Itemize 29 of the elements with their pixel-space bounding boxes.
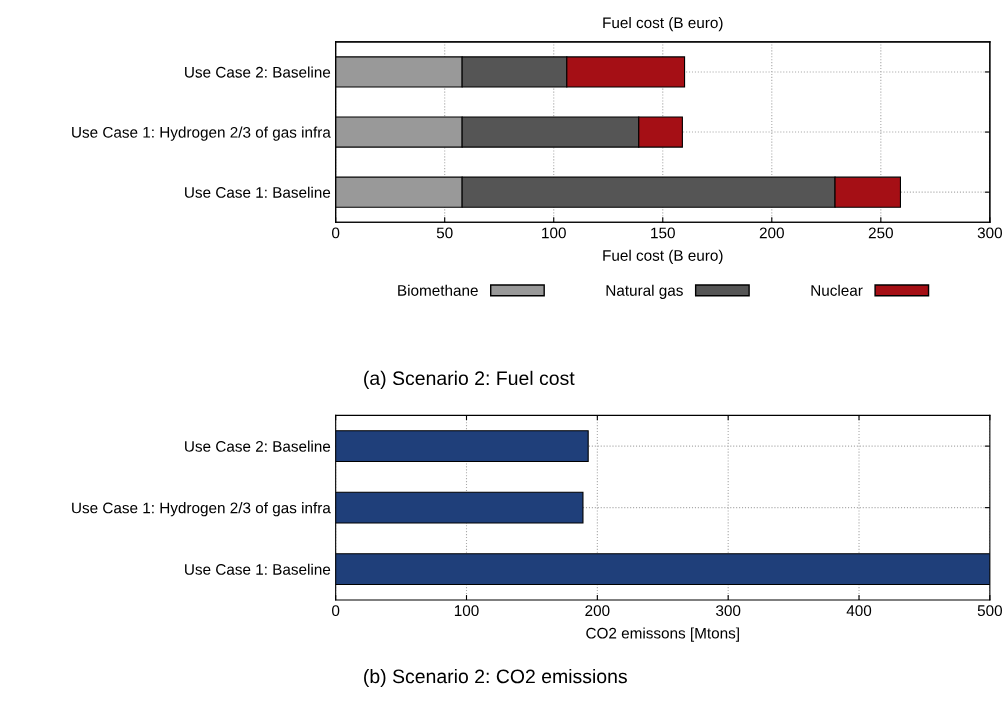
x-axis-title: CO2 emissons [Mtons]	[586, 627, 739, 642]
x2-axis-title: Fuel cost (B euro)	[603, 16, 723, 32]
legend-label: Natural gas	[606, 284, 683, 299]
legend-label: Biomethane	[398, 284, 478, 296]
text: (b) Scenario 2: CO2 emissions	[364, 668, 627, 688]
x-tick-label: 300	[977, 227, 1002, 239]
y-tick-label: Use Case 2: Baseline	[185, 66, 331, 78]
x-tick-label: 100	[454, 605, 479, 617]
y-tick-label: Use Case 1: Baseline	[185, 563, 331, 575]
x-tick-label: 250	[868, 227, 893, 239]
y-tick-label: Use Case 1: Hydrogen 2/3 of gas infra	[72, 502, 331, 517]
x-tick-label: 0	[332, 227, 340, 239]
x-tick-label: 150	[651, 227, 675, 239]
x-axis-title: Fuel cost (B euro)	[603, 249, 723, 264]
x-tick-label: 200	[585, 605, 610, 617]
bar	[335, 491, 584, 524]
x-tick-label: 400	[846, 605, 872, 617]
x-tick-label: 50	[436, 227, 453, 239]
x-tick-label: 300	[716, 605, 741, 617]
x-tick-label: 500	[977, 605, 1002, 617]
x-tick-label: 100	[542, 227, 566, 239]
text: (a) Scenario 2: Fuel cost	[364, 370, 575, 389]
y-tick-label: Use Case 1: Baseline	[185, 186, 331, 198]
y-tick-label: Use Case 2: Baseline	[185, 440, 331, 452]
x-tick-label: 200	[759, 227, 784, 239]
legend-label: Nuclear	[811, 284, 863, 296]
x-tick-label: 0	[332, 605, 340, 617]
bar	[335, 430, 589, 463]
y-tick-label: Use Case 1: Hydrogen 2/3 of gas infra	[72, 126, 331, 141]
